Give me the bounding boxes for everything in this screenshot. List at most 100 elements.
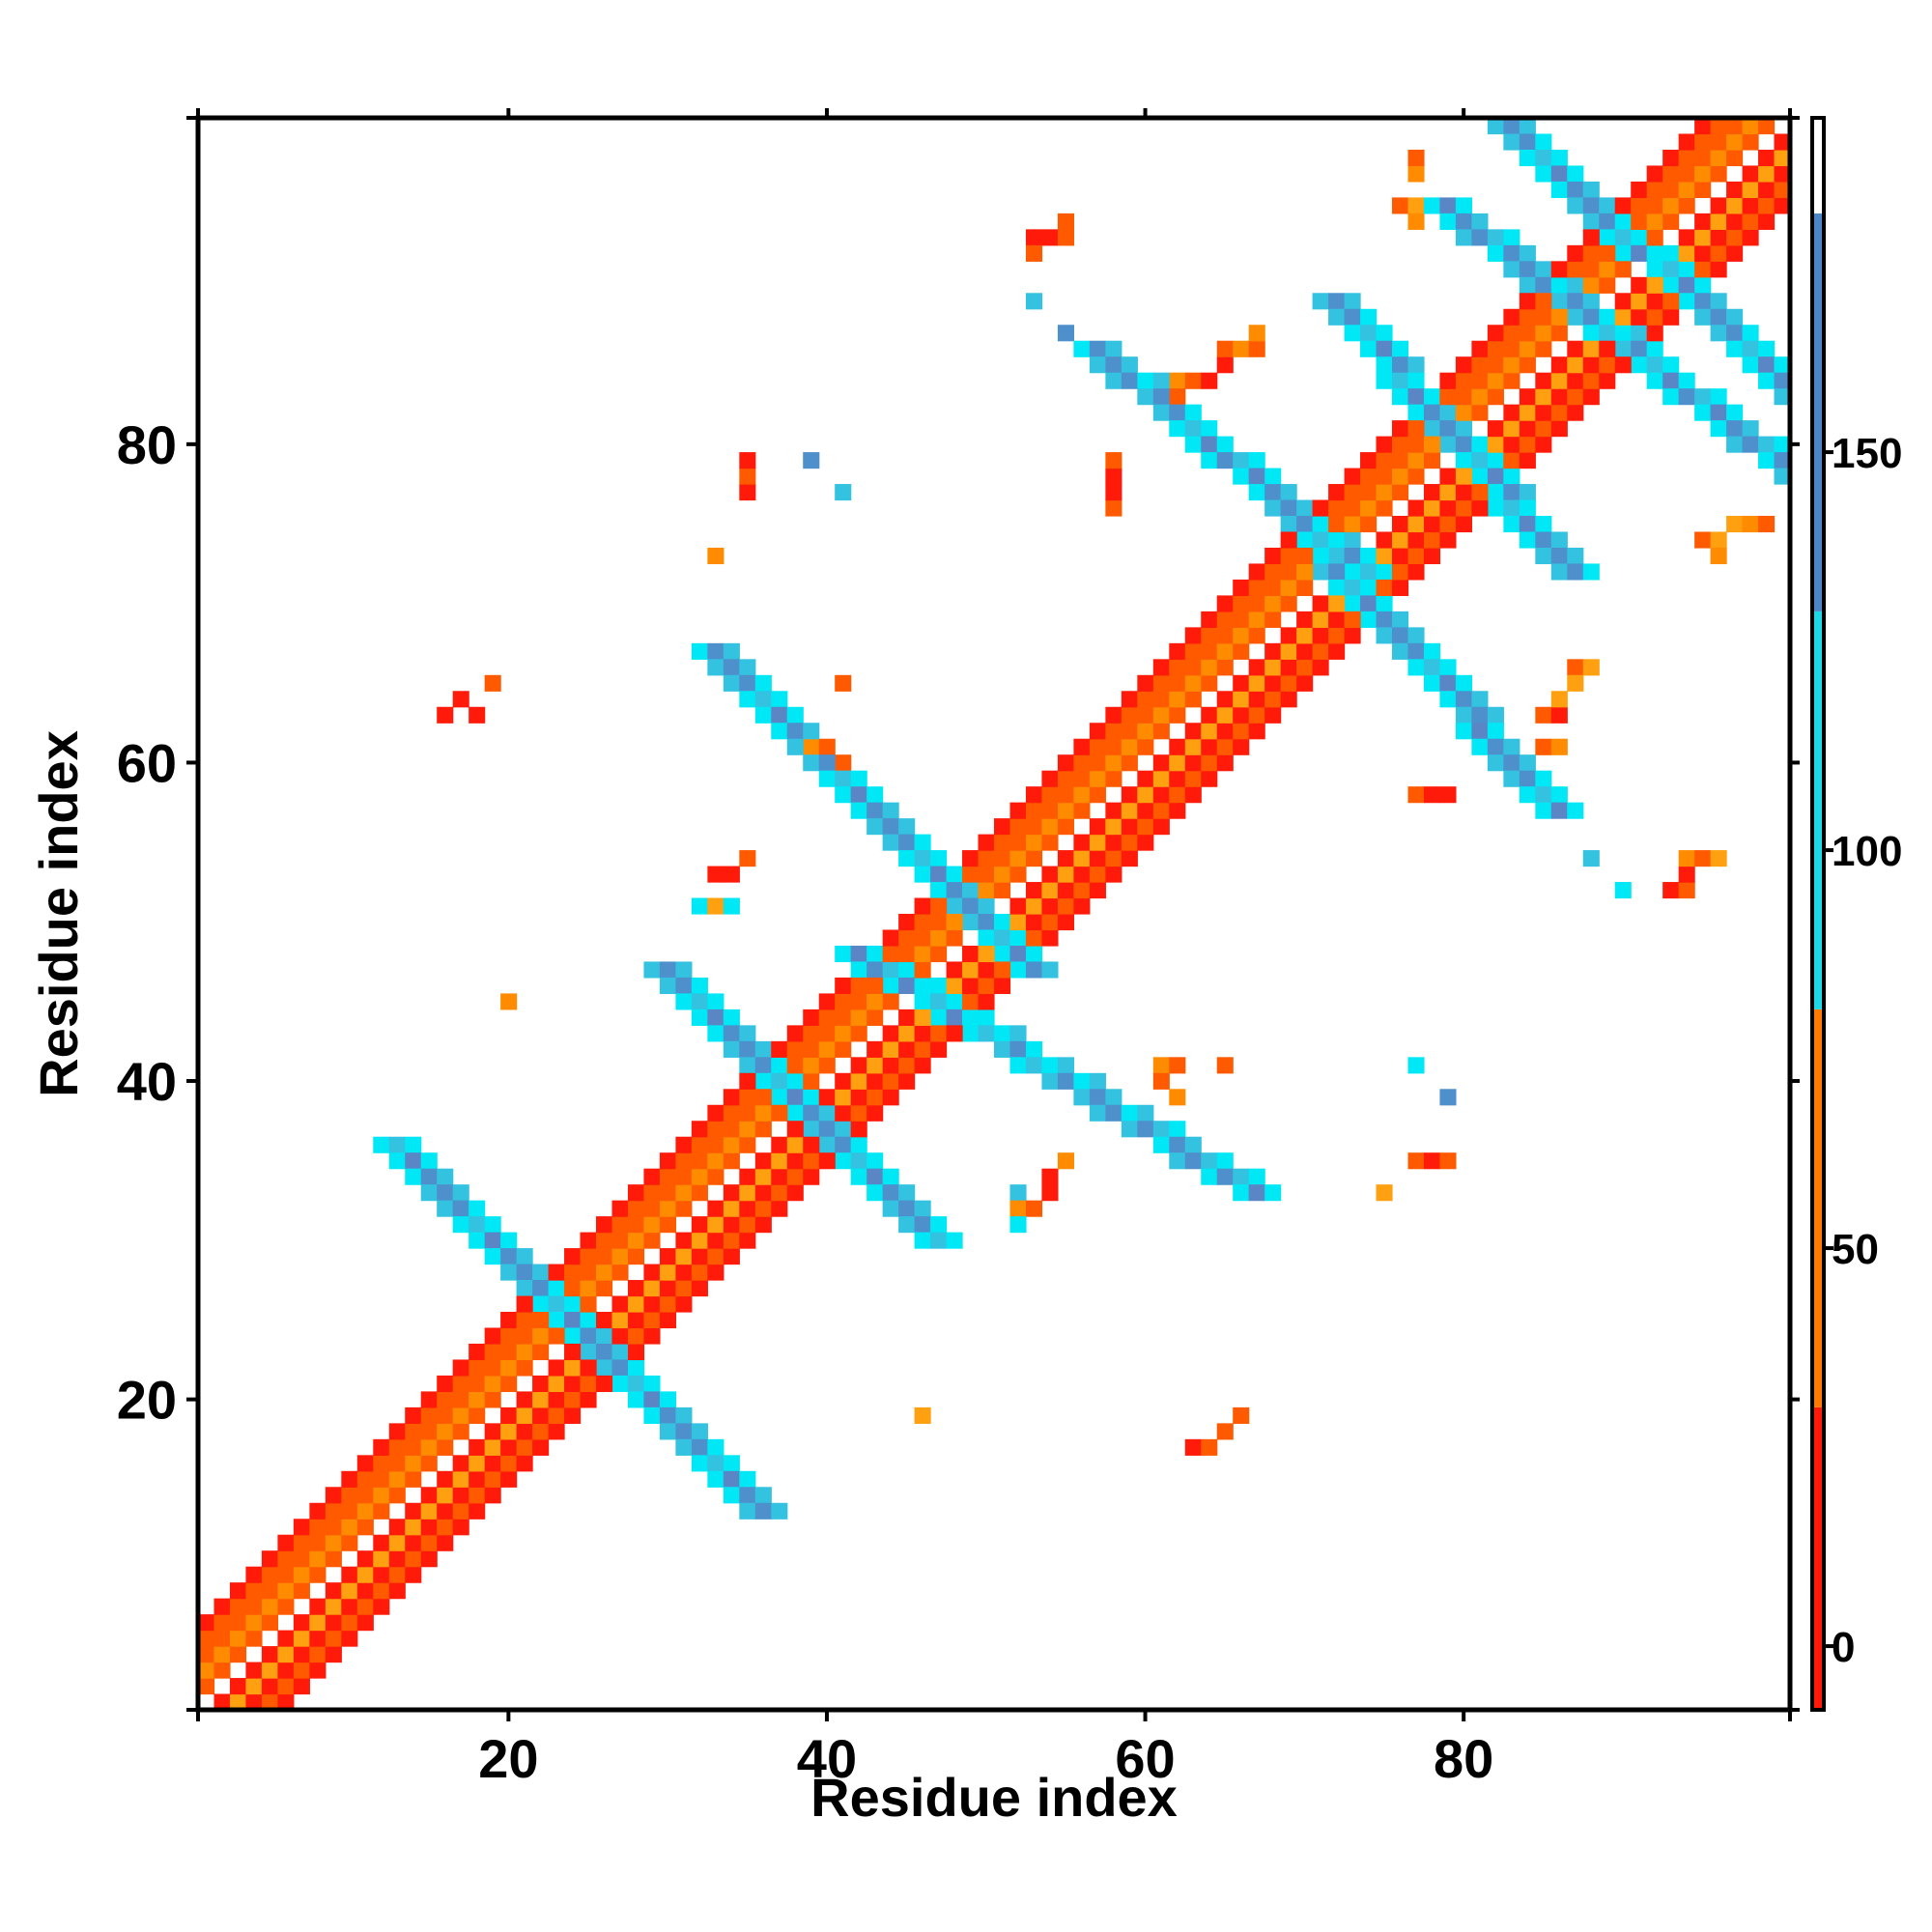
heatmap-cell bbox=[1550, 388, 1568, 406]
heatmap-cell bbox=[1455, 356, 1472, 374]
heatmap-cell bbox=[420, 1168, 438, 1185]
heatmap-cell bbox=[1041, 929, 1059, 947]
heatmap-cell bbox=[1296, 547, 1314, 565]
heatmap-cell bbox=[771, 706, 788, 724]
heatmap-cell bbox=[1582, 181, 1600, 198]
heatmap-cell bbox=[978, 961, 995, 979]
heatmap-cell bbox=[1121, 691, 1138, 708]
y-tick-label: 40 bbox=[117, 1051, 177, 1112]
heatmap-cell bbox=[564, 1248, 582, 1265]
heatmap-cell bbox=[1073, 897, 1091, 915]
heatmap-cell bbox=[1774, 133, 1791, 151]
heatmap-cell bbox=[405, 1455, 422, 1472]
heatmap-cell bbox=[1152, 1121, 1170, 1138]
heatmap-cell bbox=[675, 1295, 693, 1313]
heatmap-cell bbox=[754, 1089, 772, 1106]
heatmap-cell bbox=[1105, 738, 1122, 755]
heatmap-cell bbox=[1519, 276, 1536, 294]
heatmap-cell bbox=[898, 1040, 916, 1058]
heatmap-cell bbox=[914, 961, 931, 979]
heatmap-cell bbox=[803, 1025, 820, 1042]
heatmap-cell bbox=[882, 1089, 899, 1106]
heatmap-cell bbox=[1439, 404, 1457, 421]
heatmap-cell bbox=[1471, 213, 1489, 230]
heatmap-cell bbox=[277, 1662, 295, 1679]
heatmap-cell bbox=[1423, 436, 1441, 453]
heatmap-cell bbox=[1073, 802, 1091, 819]
heatmap-cell bbox=[580, 1343, 597, 1361]
heatmap-cell bbox=[373, 1438, 390, 1456]
heatmap-cell bbox=[1184, 786, 1202, 804]
heatmap-cell bbox=[850, 945, 867, 963]
heatmap-cell bbox=[293, 1614, 310, 1632]
heatmap-cell bbox=[1328, 627, 1346, 644]
heatmap-cell bbox=[1152, 372, 1170, 389]
heatmap-cell bbox=[1678, 372, 1695, 389]
heatmap-cell bbox=[1312, 293, 1329, 310]
heatmap-cell bbox=[914, 1200, 931, 1217]
y-tick-label: 20 bbox=[117, 1370, 177, 1431]
heatmap-cell bbox=[1216, 754, 1234, 772]
heatmap-cell bbox=[500, 1327, 518, 1345]
heatmap-cell bbox=[723, 1136, 740, 1153]
heatmap-cell bbox=[437, 1534, 454, 1551]
heatmap-cell bbox=[1009, 802, 1027, 819]
heatmap-cell bbox=[1503, 133, 1520, 151]
heatmap-cell bbox=[452, 1487, 469, 1504]
heatmap-cell bbox=[1455, 706, 1472, 724]
heatmap-cell bbox=[1439, 691, 1457, 708]
heatmap-cell bbox=[707, 993, 724, 1010]
heatmap-cell bbox=[1742, 340, 1759, 357]
heatmap-cell bbox=[994, 866, 1011, 883]
heatmap-cell bbox=[469, 1502, 486, 1520]
heatmap-cell bbox=[1089, 356, 1106, 374]
heatmap-cell bbox=[1471, 723, 1489, 740]
heatmap-cell bbox=[1328, 293, 1346, 310]
heatmap-cell bbox=[1105, 834, 1122, 851]
heatmap-cell bbox=[388, 1550, 406, 1568]
heatmap-cell bbox=[611, 1295, 629, 1313]
heatmap-cell bbox=[1503, 738, 1520, 755]
heatmap-cell bbox=[739, 674, 756, 692]
heatmap-cell bbox=[500, 1406, 518, 1424]
heatmap-cell bbox=[1152, 1072, 1170, 1090]
heatmap-cell bbox=[1233, 452, 1250, 469]
heatmap-cell bbox=[691, 642, 708, 660]
heatmap-cell bbox=[1503, 770, 1520, 787]
heatmap-cell bbox=[691, 977, 708, 994]
heatmap-cell bbox=[1009, 1184, 1027, 1202]
heatmap-cell bbox=[1471, 468, 1489, 485]
heatmap-cell bbox=[914, 1009, 931, 1026]
heatmap-cell bbox=[1614, 308, 1632, 326]
heatmap-cell bbox=[596, 1327, 613, 1345]
heatmap-cell bbox=[1184, 642, 1202, 660]
heatmap-cell bbox=[564, 1375, 582, 1392]
heatmap-cell bbox=[532, 1343, 550, 1361]
heatmap-cell bbox=[739, 468, 756, 485]
heatmap-cell bbox=[771, 1502, 788, 1520]
heatmap-cell bbox=[1344, 627, 1361, 644]
heatmap-cell bbox=[1073, 866, 1091, 883]
heatmap-cell bbox=[1535, 404, 1552, 421]
heatmap-cell bbox=[1041, 1168, 1059, 1185]
heatmap-cell bbox=[867, 1009, 884, 1026]
heatmap-cell bbox=[1009, 866, 1027, 883]
heatmap-cell bbox=[1678, 229, 1695, 246]
heatmap-cell bbox=[1439, 674, 1457, 692]
heatmap-cell bbox=[1487, 452, 1504, 469]
heatmap-cell bbox=[1057, 786, 1074, 804]
heatmap-cell bbox=[532, 1264, 550, 1281]
colorbar-band bbox=[1812, 1406, 1824, 1710]
heatmap-cell bbox=[277, 1566, 295, 1583]
heatmap-cell bbox=[627, 1391, 645, 1408]
heatmap-cell bbox=[564, 1280, 582, 1297]
heatmap-cell bbox=[1264, 674, 1282, 692]
heatmap-cell bbox=[1184, 420, 1202, 438]
heatmap-cell bbox=[1121, 786, 1138, 804]
heatmap-cell bbox=[1057, 914, 1074, 931]
heatmap-cell bbox=[1726, 133, 1744, 151]
heatmap-cell bbox=[500, 1470, 518, 1488]
heatmap-cell bbox=[1201, 452, 1218, 469]
heatmap-cell bbox=[1312, 547, 1329, 565]
heatmap-cell bbox=[1567, 276, 1584, 294]
